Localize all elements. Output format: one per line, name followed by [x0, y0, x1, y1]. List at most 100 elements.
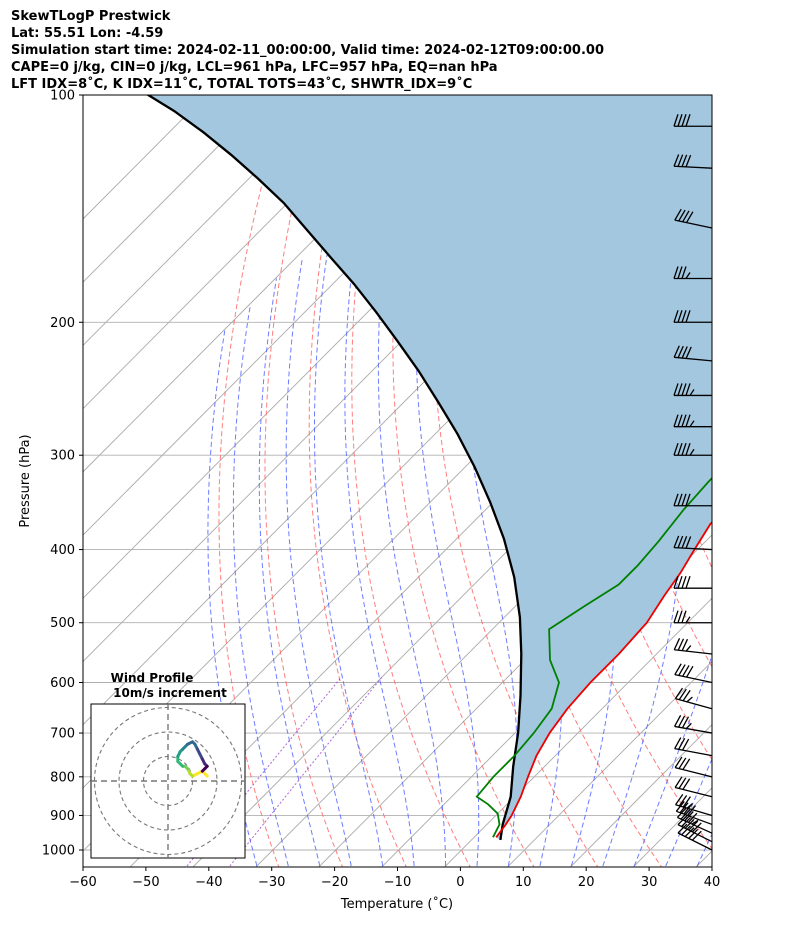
wind-barb [673, 493, 712, 507]
location-text: Lat: 55.51 Lon: -4.59 [11, 26, 164, 41]
x-axis-label: Temperature (˚C) [340, 896, 453, 912]
wind-barb-feather [681, 825, 691, 836]
indices-text: LFT IDX=8˚C, K IDX=11˚C, TOTAL TOTS=43˚C… [11, 77, 473, 92]
dry-adiabat [351, 95, 471, 867]
x-tick-label: 0 [456, 875, 464, 890]
x-axis: −60 −50 −40 −30 −20 −10 0 10 20 30 40 [69, 867, 720, 890]
wind-barb [674, 737, 713, 757]
wind-profile-inset: Wind Profile 10m/s increment [90, 671, 246, 859]
y-tick-label: 400 [50, 543, 75, 558]
wind-barb-feather [674, 715, 682, 727]
wind-barb [674, 776, 713, 798]
moist-adiabat [665, 757, 712, 867]
wind-barb-feather [677, 345, 684, 358]
wind-barb-feather [685, 346, 692, 359]
inset-title: Wind Profile [111, 671, 194, 685]
dry-adiabat [742, 78, 794, 869]
wind-barb-feather [674, 737, 682, 749]
wind-barb-feather [673, 493, 679, 506]
shaded-region [148, 95, 712, 840]
wind-barb-feather [685, 665, 694, 678]
wind-barb [673, 535, 713, 551]
hodograph-rings [91, 704, 245, 858]
dry-adiabat [774, 78, 794, 869]
y-axis: 100 200 300 400 500 600 700 800 900 1000 [42, 89, 83, 859]
hodograph-trace [176, 740, 209, 778]
wind-barb-feather [685, 114, 691, 127]
moist-adiabat [377, 168, 447, 866]
y-tick-label: 900 [50, 809, 75, 824]
wind-barb-staff [674, 748, 713, 757]
wind-barb-feather [681, 383, 687, 396]
wind-barb-feather [691, 822, 702, 833]
mixing-ratio-line [228, 676, 383, 867]
wind-barb-staff [674, 649, 713, 655]
wind-barb [675, 793, 713, 817]
wind-barb-feather [674, 663, 682, 676]
isotherm-line [757, 60, 794, 869]
wind-barb [673, 310, 712, 323]
wind-barb-feather [681, 575, 687, 589]
wind-barb-staff [677, 824, 713, 843]
wind-barb-feather [675, 793, 684, 806]
wind-barb-feather [681, 443, 687, 456]
isotherm-line [569, 724, 712, 867]
moist-adiabat [232, 305, 289, 867]
isotherm-line [381, 534, 712, 867]
wind-barb-staff [674, 219, 713, 229]
wind-barb-feather [687, 805, 697, 816]
isotherm-line [83, 95, 333, 347]
wind-barb-feather [673, 310, 679, 323]
wind-barb-feather [673, 443, 679, 456]
x-tick-label: 20 [578, 875, 595, 890]
wind-barb-feather [677, 575, 683, 589]
wind-barb-feather [685, 443, 691, 456]
isotherm-line [83, 95, 270, 283]
wind-barb [673, 114, 712, 127]
wind-barb-staff [674, 786, 713, 798]
wind-barb-staff [675, 804, 713, 817]
x-tick-label: 10 [515, 875, 532, 890]
wind-barb-feather [689, 389, 695, 396]
wind-barb-feather [681, 310, 687, 323]
wind-barb-feather [677, 823, 688, 834]
wind-barb [674, 663, 713, 684]
wind-barb-feather [685, 493, 691, 506]
wind-barb-feather [681, 536, 688, 549]
wind-barb-feather [677, 383, 683, 396]
isotherm-line [443, 597, 712, 867]
dry-adiabat [264, 95, 344, 867]
wind-barb-feather [688, 820, 699, 831]
moist-adiabat [314, 227, 384, 867]
wind-barb-feather [685, 575, 691, 589]
cape-text: CAPE=0 j/kg, CIN=0 j/kg, LCL=961 hPa, LF… [11, 60, 498, 75]
x-tick-label: −50 [132, 875, 159, 890]
wind-barb-feather [673, 345, 680, 358]
wind-barb-staff [674, 547, 713, 551]
chart-header: SkewTLogP Prestwick Lat: 55.51 Lon: -4.5… [11, 8, 604, 93]
wind-barb-feather [689, 420, 695, 428]
wind-barb-staff [674, 165, 713, 169]
wind-barb-feather [678, 664, 686, 676]
wind-barb [673, 266, 712, 280]
dry-adiabat [218, 95, 288, 867]
wind-barb-feather [677, 114, 683, 127]
x-tick-label: 30 [641, 875, 658, 890]
wind-barb-feather [678, 757, 687, 769]
hodograph-segment [200, 767, 207, 773]
x-tick-label: −10 [384, 875, 411, 890]
wind-barb-feather [681, 738, 690, 751]
cape-shading [148, 95, 712, 840]
wind-barb-feather [682, 210, 690, 223]
wind-barb [677, 823, 713, 851]
wind-barb-feather [685, 616, 691, 624]
wind-barb-feather [685, 310, 691, 323]
y-tick-label: 800 [50, 770, 75, 785]
wind-barb-feather [682, 665, 690, 677]
wind-barb-feather [677, 638, 685, 651]
temperature-line [495, 521, 712, 838]
wind-barb [673, 154, 713, 169]
y-tick-label: 700 [50, 727, 75, 742]
wind-barb-feather [677, 443, 683, 456]
wind-barb-feather [682, 796, 691, 808]
